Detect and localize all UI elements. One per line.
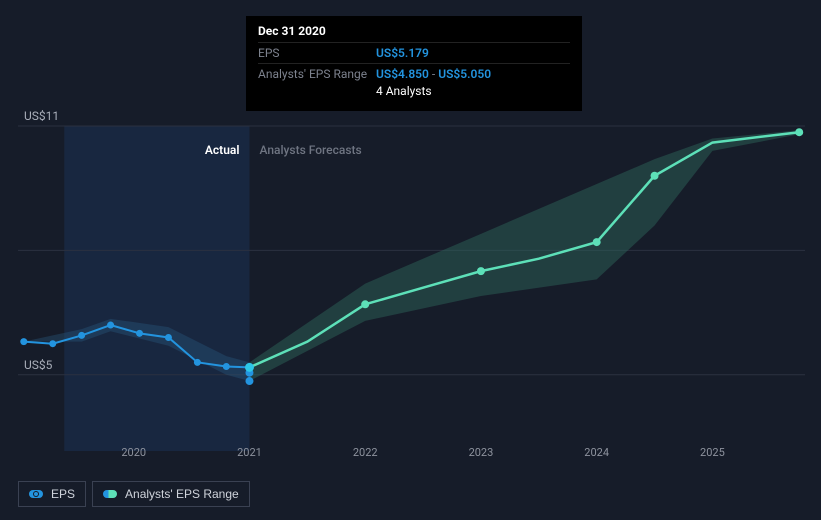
svg-text:2022: 2022 — [353, 446, 378, 459]
svg-text:Actual: Actual — [205, 143, 240, 157]
svg-text:2020: 2020 — [121, 446, 146, 459]
tooltip-range-high: US$5.050 — [438, 67, 491, 81]
svg-text:US$11: US$11 — [24, 109, 59, 123]
tooltip-range-label: Analysts' EPS Range — [258, 64, 376, 102]
legend-item-eps-range[interactable]: Analysts' EPS Range — [92, 481, 250, 507]
tooltip-eps-value: US$5.179 — [376, 46, 429, 60]
chart-tooltip: Dec 31 2020 EPS US$5.179 Analysts' EPS R… — [246, 16, 582, 111]
chart-legend: EPS Analysts' EPS Range — [18, 481, 250, 507]
tooltip-title: Dec 31 2020 — [258, 24, 570, 42]
tooltip-eps-label: EPS — [258, 43, 376, 64]
svg-text:2025: 2025 — [700, 446, 725, 459]
svg-text:US$5: US$5 — [24, 358, 53, 372]
legend-label: Analysts' EPS Range — [125, 487, 239, 501]
tooltip-range-low: US$4.850 — [376, 67, 429, 81]
svg-text:2024: 2024 — [584, 446, 609, 459]
eps-range-swatch-icon — [103, 490, 117, 498]
eps-swatch-icon — [29, 490, 43, 498]
legend-item-eps[interactable]: EPS — [18, 481, 86, 507]
svg-text:Analysts Forecasts: Analysts Forecasts — [259, 143, 361, 157]
legend-label: EPS — [51, 487, 75, 501]
chart-container: { "layout": { "width": 821, "height": 52… — [0, 0, 821, 520]
svg-text:2023: 2023 — [469, 446, 494, 459]
tooltip-analyst-count: 4 Analysts — [376, 81, 570, 98]
